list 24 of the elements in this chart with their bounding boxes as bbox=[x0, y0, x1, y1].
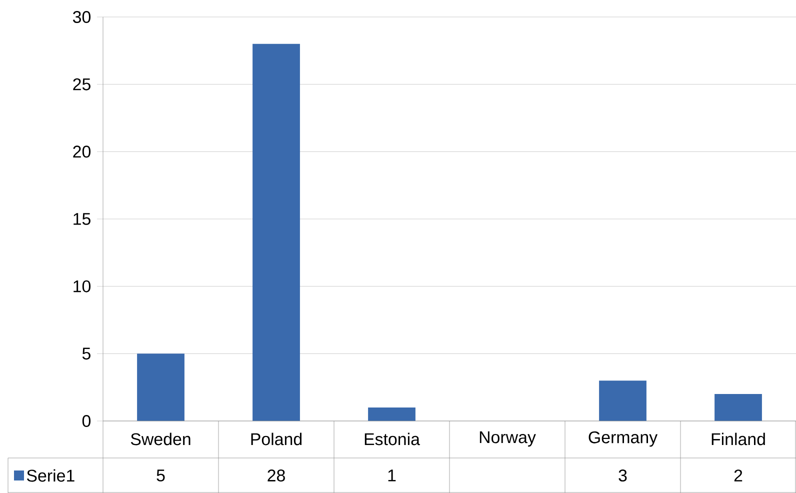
bar bbox=[714, 394, 762, 421]
x-tick-label: Sweden bbox=[130, 432, 190, 446]
y-tick-label: 25 bbox=[73, 78, 90, 90]
y-tick-label: 0 bbox=[82, 414, 91, 427]
bar bbox=[599, 380, 646, 421]
y-tick-label: 30 bbox=[72, 10, 91, 23]
x-tick-label: Finland bbox=[712, 432, 765, 446]
x-tick-label: Germany bbox=[588, 431, 658, 447]
y-tick-label: 20 bbox=[73, 146, 91, 158]
data-label: 3 bbox=[618, 469, 627, 482]
data-label: 28 bbox=[268, 469, 285, 482]
x-tick-label: Norway bbox=[480, 431, 536, 447]
bar bbox=[368, 408, 416, 421]
data-label: 5 bbox=[156, 470, 165, 482]
x-tick-label: Estonia bbox=[364, 432, 420, 446]
y-tick-label: 15 bbox=[74, 213, 90, 225]
bar bbox=[252, 44, 300, 421]
legend-label: Serie1 bbox=[26, 469, 74, 482]
x-tick-label: Poland bbox=[251, 432, 302, 446]
y-tick-label: 5 bbox=[82, 348, 90, 360]
y-tick-label: 10 bbox=[74, 280, 91, 292]
data-label: 1 bbox=[388, 470, 396, 482]
bar bbox=[137, 354, 184, 421]
data-label: 2 bbox=[734, 470, 742, 482]
